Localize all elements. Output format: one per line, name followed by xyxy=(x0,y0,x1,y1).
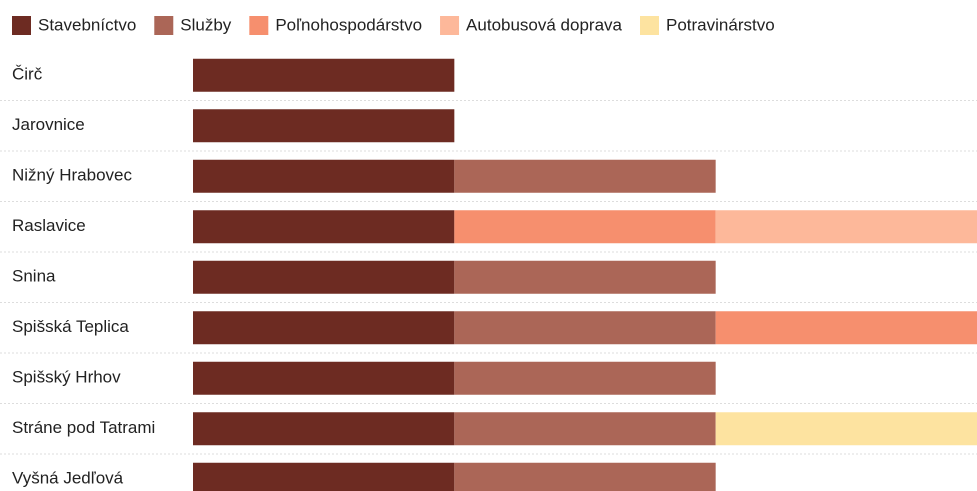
bar-segment xyxy=(193,109,455,143)
legend-label: Potravinárstvo xyxy=(666,15,775,34)
bar-segment xyxy=(193,462,455,491)
legend-label: Služby xyxy=(180,15,232,34)
legend-swatch xyxy=(154,16,174,35)
category-label: Spišský Hrhov xyxy=(12,368,121,387)
category-label: Spišská Teplica xyxy=(12,317,129,336)
category-label: Nižný Hrabovec xyxy=(12,166,132,185)
bar-segment xyxy=(454,210,716,244)
category-label: Vyšná Jedľová xyxy=(12,469,124,488)
bar-segment xyxy=(193,412,455,446)
bar-segment xyxy=(454,412,716,446)
legend-swatch xyxy=(249,16,269,35)
bar-segment xyxy=(193,58,455,92)
bar-segment xyxy=(193,361,455,395)
category-label: Raslavice xyxy=(12,216,86,235)
bar-segment xyxy=(715,311,977,345)
bar-segment xyxy=(454,260,716,294)
legend-swatch xyxy=(12,16,31,35)
category-label: Jarovnice xyxy=(12,115,85,134)
bar-segment xyxy=(715,412,977,446)
bar-segment xyxy=(454,361,716,395)
legend-label: Stavebníctvo xyxy=(38,15,136,34)
legend-swatch xyxy=(440,16,460,35)
bar-segment xyxy=(193,159,455,193)
category-label: Snina xyxy=(12,267,56,286)
bar-segment xyxy=(193,260,455,294)
bar-segment xyxy=(454,159,716,193)
category-label: Stráne pod Tatrami xyxy=(12,418,155,437)
legend-swatch xyxy=(640,16,659,35)
category-label: Čirč xyxy=(12,65,43,84)
legend-label: Autobusová doprava xyxy=(466,15,622,34)
bar-segment xyxy=(715,210,977,244)
legend-label: Poľnohospodárstvo xyxy=(275,15,422,34)
bar-segment xyxy=(454,311,716,345)
bar-segment xyxy=(454,462,716,491)
bar-segment xyxy=(193,311,455,345)
bar-segment xyxy=(193,210,455,244)
